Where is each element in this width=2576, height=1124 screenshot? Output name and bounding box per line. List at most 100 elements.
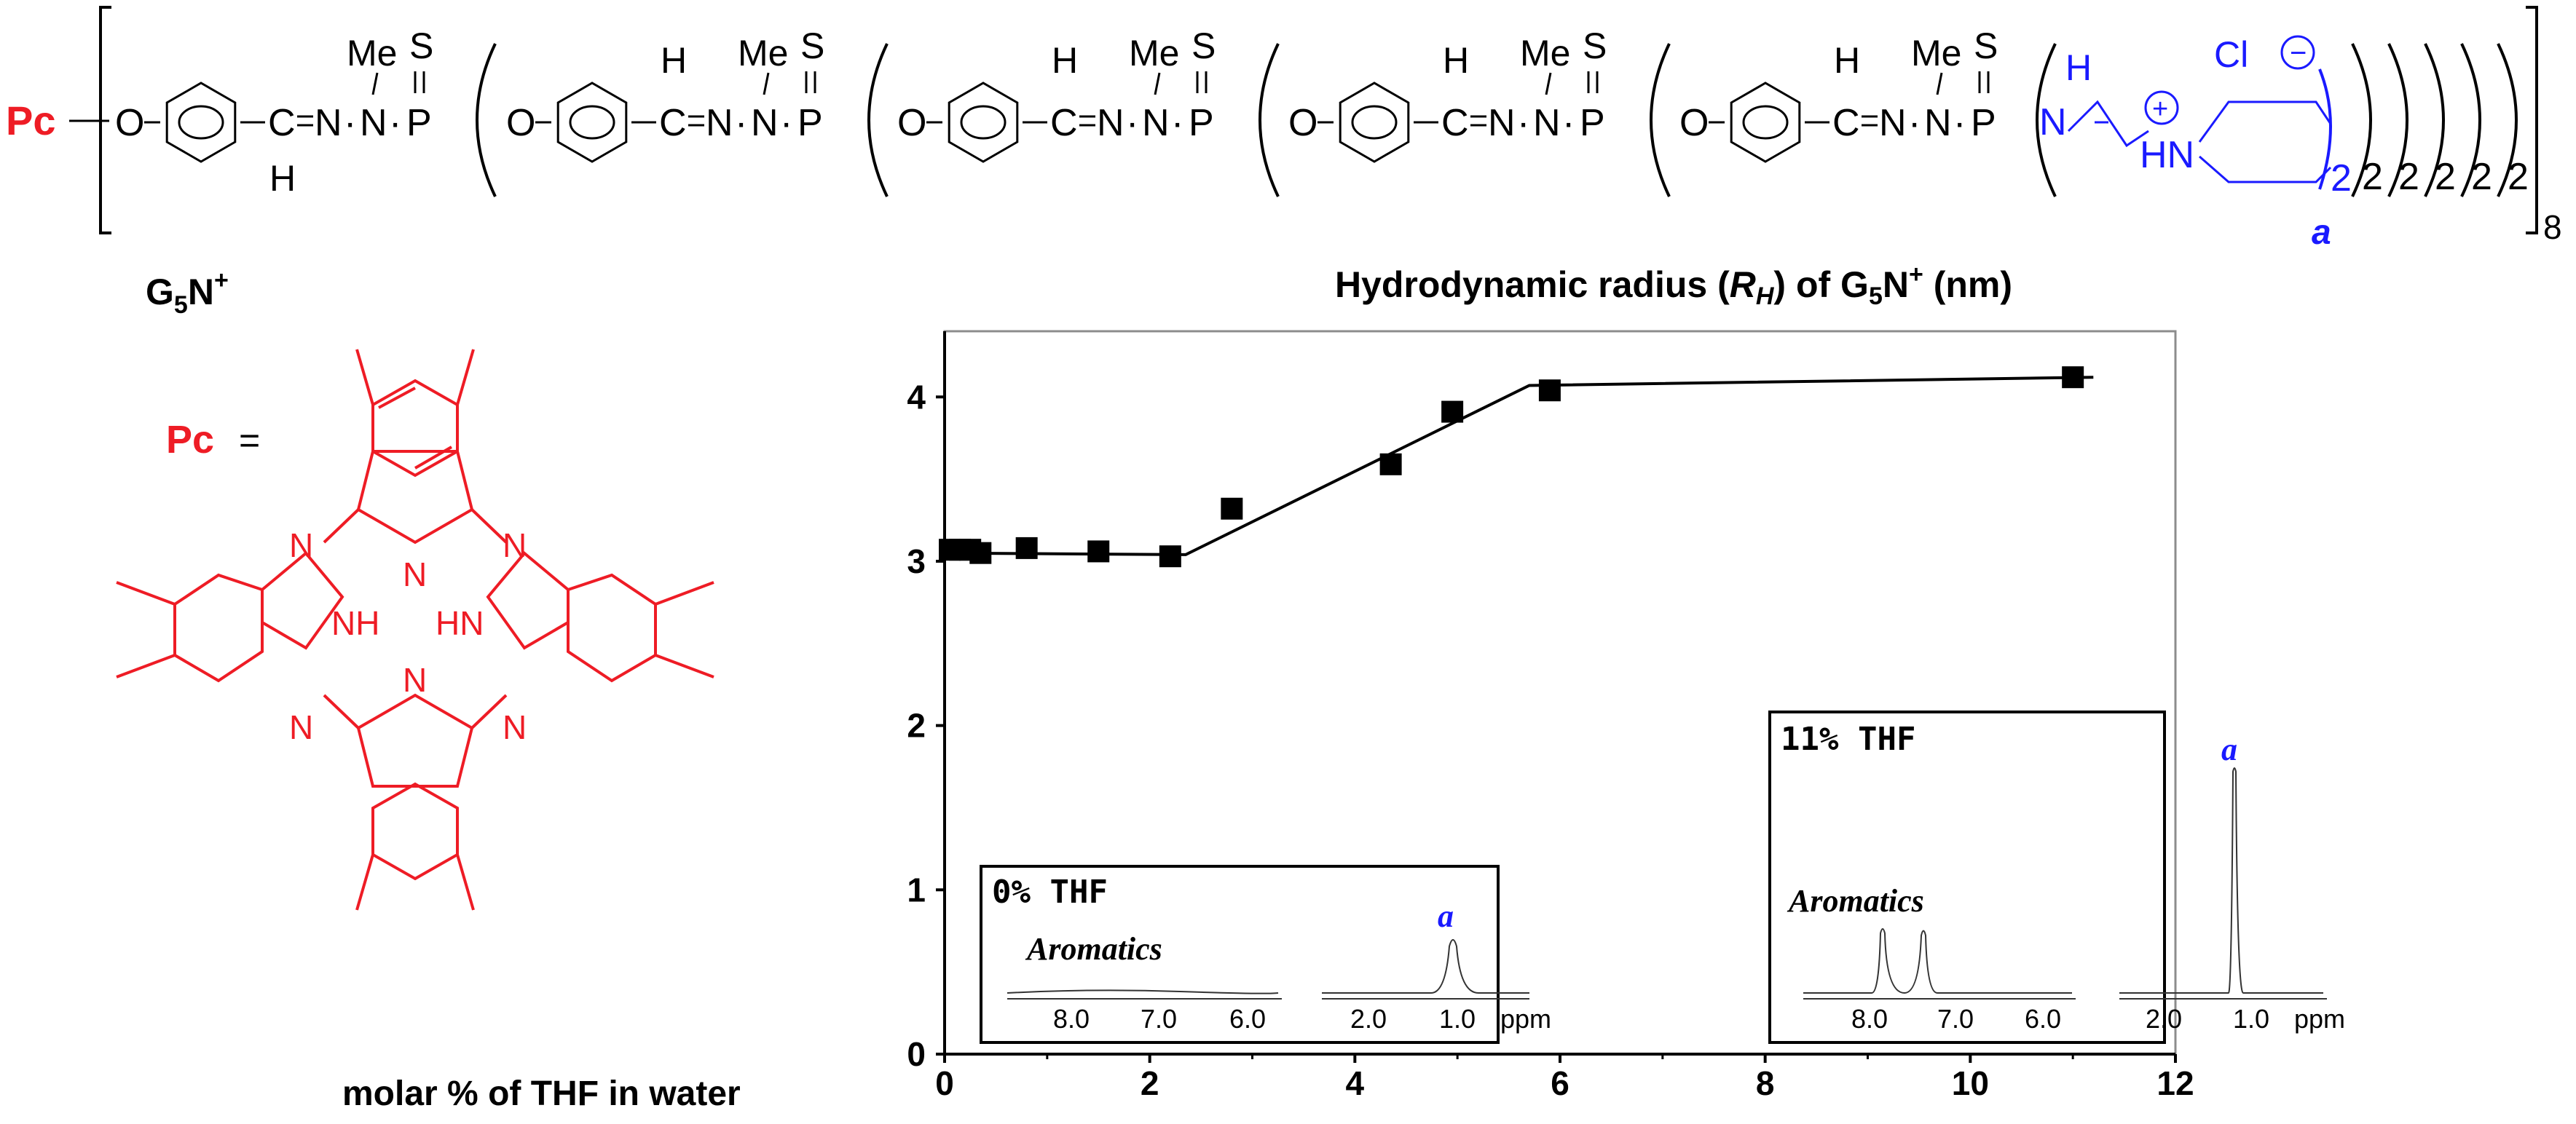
benzene-ring [556,82,628,163]
hydrazine-n-label: N [1924,102,1952,144]
inset-11-tick-1: 1.0 [2233,1004,2269,1034]
dot-separator: · [1908,102,1921,144]
y-tick-label: 1 [907,871,926,909]
generation-subscript-5: 2 [2508,156,2529,198]
data-point-marker [1221,497,1243,520]
nmr-inset-11-thf: 11% THF Aromatics a 8.0 7.0 6.0 2.0 1.0 … [1768,711,2345,1044]
carbon-label: C [268,102,296,144]
inset-0-aliphatic-trace [1322,939,1529,994]
repeat-unit: O CHN · NMe· PS [506,25,824,163]
repeat-unit: O CHN · NMe· PS [897,25,1216,163]
phosphorus-label: P [1971,102,1996,144]
open-paren-3 [1259,43,1280,197]
y-axis-ticks: 0 1 2 3 4 [907,378,945,1073]
x-axis-ticks: 0 2 4 6 8 10 12 [935,1054,2194,1102]
terminal-amine-group: H N HN + Cl − 2 a [2039,34,2352,252]
methyl-label: Me [347,33,397,74]
pc-ring-bonds [116,349,714,911]
imine-h-label: H [269,158,296,199]
negative-charge-circle [2280,35,2315,70]
nmr-inset-0-thf: 0% THF Aromatics a 8.0 7.0 6.0 2.0 1.0 p… [980,865,1551,1044]
x-tick-label: 12 [2156,1064,2194,1102]
pc-meso-n-top-right: N [503,526,527,564]
outer-count-subscript: 8 [2543,208,2562,246]
open-paren-1 [476,43,497,197]
pc-meso-n-bottom-left: N [289,708,313,746]
oxygen-label: O [1288,102,1317,144]
data-point-marker [1441,400,1464,423]
dot-separator: · [344,102,356,144]
methyl-bond [763,72,770,95]
benzene-ring [1730,82,1801,163]
aromatic-circle [569,105,615,140]
aromatic-circle [1742,105,1789,140]
pc-nh-left: NH [331,604,379,642]
inset-11-peak-label: a [2221,732,2237,767]
imine-n-label: N [706,102,733,144]
methyl-bond [1936,72,1943,95]
inner-close-paren [2318,68,2332,190]
oxygen-label: O [897,102,926,144]
inset-0-aromatics-label: Aromatics [1025,931,1162,967]
aromatic-circle [178,105,224,140]
ammonium-hn-label: HN [2140,134,2194,176]
phosphorus-label: P [797,102,823,144]
dendrimer-formula: 2 2 2 2 2 8 Pc G5N+ O CHN · NMe· PSO CHN · NMe·… [6,6,2562,319]
sulfur-label: S [1192,25,1216,66]
close-paren-2 [2387,43,2408,197]
close-paren-3 [2424,43,2445,197]
positive-charge-sign: + [2152,94,2168,124]
generation-subscript-3: 2 [2435,156,2456,198]
hydrazine-n-label: N [1533,102,1561,144]
inset-0-tick-7: 7.0 [1141,1004,1177,1034]
inset-11-title: 11% THF [1781,721,1915,758]
pc-meso-n-top-left: N [289,526,313,564]
pc-hn-right: HN [436,604,484,642]
chart-title: Hydrodynamic radius (RH) of G5N+ (nm) [1335,261,2012,310]
dot-separator: · [1126,102,1138,144]
imine-n-label: N [1488,102,1516,144]
inset-0-peak-label: a [1438,898,1454,934]
positive-charge-circle [2144,90,2179,125]
pc-equals-sign: = [239,420,260,461]
imine-h-label: H [1052,40,1078,81]
sulfur-label: S [409,25,433,66]
hydrazine-n-label: N [751,102,779,144]
inset-11-tick-6: 6.0 [2025,1004,2061,1034]
benzene-ring [1339,82,1410,163]
dot-separator: · [780,102,792,144]
hydrodynamic-radius-chart: Hydrodynamic radius (RH) of G5N+ (nm) 0 1… [342,261,2345,1113]
oxygen-label: O [115,102,144,144]
inset-0-tick-1: 1.0 [1439,1004,1476,1034]
dot-separator: · [389,102,401,144]
oxygen-label: O [1679,102,1709,144]
carbon-label: C [659,102,687,144]
inset-0-tick-6: 6.0 [1229,1004,1266,1034]
inset-11-tick-7: 7.0 [1937,1004,1974,1034]
data-point-marker [1379,453,1402,475]
open-paren-2 [867,43,889,197]
dot-separator: · [1953,102,1966,144]
dot-separator: · [1517,102,1529,144]
y-tick-label: 2 [907,707,926,745]
carbon-label: C [1832,102,1860,144]
sulfur-label: S [1583,25,1607,66]
inset-11-aliphatic-trace [2119,767,2323,994]
x-tick-label: 0 [935,1064,954,1102]
hydrazine-n-label: N [360,102,387,144]
imine-h-label: H [1443,40,1469,81]
y-tick-label: 3 [907,542,926,580]
imine-h-label: H [1834,40,1860,81]
ring-lower-arm [2199,155,2332,183]
hydrazine-n-label: N [1142,102,1170,144]
benzene-ring [948,82,1019,163]
sulfur-label: S [1974,25,1998,66]
carbon-label: C [1050,102,1078,144]
dendrimer-name-label: G5N+ [146,266,229,319]
repeat-units: O CHN · NMe· PSO CHN · NMe· PSO CHN · NMe· PSO CHN · NM… [115,25,1998,199]
inset-0-tick-2: 2.0 [1350,1004,1387,1034]
x-tick-label: 8 [1756,1064,1775,1102]
pc-core-label: Pc [6,98,56,143]
sulfur-label: S [800,25,824,66]
